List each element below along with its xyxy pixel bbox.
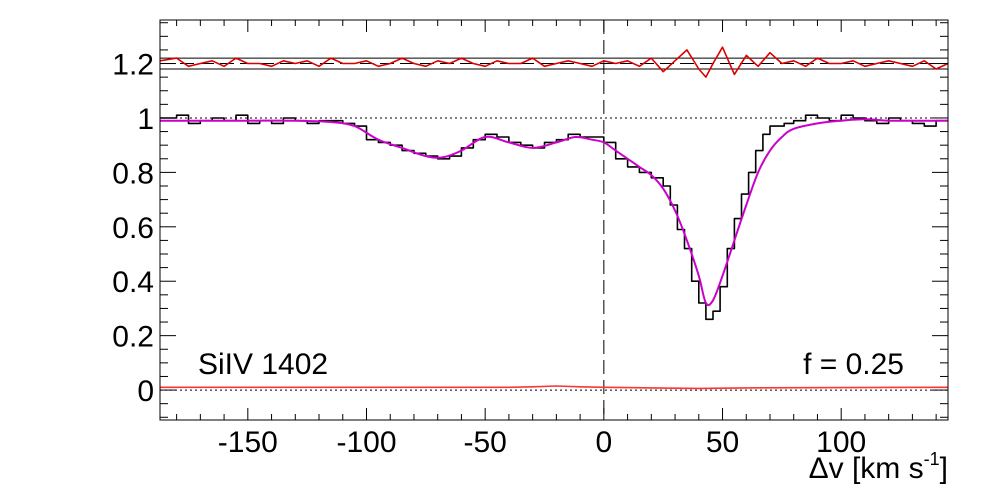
y-tick-label: 0.2 — [112, 321, 154, 354]
plot-frame — [159, 19, 949, 421]
x-tick-label: -50 — [463, 426, 506, 459]
y-tick-label: 1.2 — [112, 49, 154, 82]
y-tick-label: 0.6 — [112, 212, 154, 245]
y-tick-label: 0.4 — [112, 266, 154, 299]
y-tick-label: 0.8 — [112, 157, 154, 190]
data-series — [160, 114, 948, 321]
residual-series — [159, 46, 949, 78]
x-axis-label: Δv [km s-1] — [809, 449, 948, 485]
covering-fraction-label: f = 0.25 — [803, 348, 904, 381]
series-layer — [159, 46, 949, 390]
x-axis-label-sup: -1 — [924, 449, 940, 469]
x-tick-label: 50 — [706, 426, 739, 459]
x-axis-label-close: ] — [940, 452, 948, 485]
x-tick-label: -150 — [218, 426, 278, 459]
ion-label: SiIV 1402 — [198, 348, 328, 381]
x-axis-label-main: Δv [km s — [809, 452, 924, 485]
ticks-layer: -150 -100 -50 0 50 100 0 0.2 0.4 0.6 0.8 1 1.2 — [112, 20, 948, 459]
x-tick-label: -100 — [336, 426, 396, 459]
y-tick-label: 0 — [137, 375, 154, 408]
model-series — [159, 118, 948, 307]
y-tick-label: 1 — [137, 103, 154, 136]
x-tick-label: 100 — [816, 426, 866, 459]
x-tick-label: 0 — [595, 426, 612, 459]
error-series — [160, 385, 949, 390]
